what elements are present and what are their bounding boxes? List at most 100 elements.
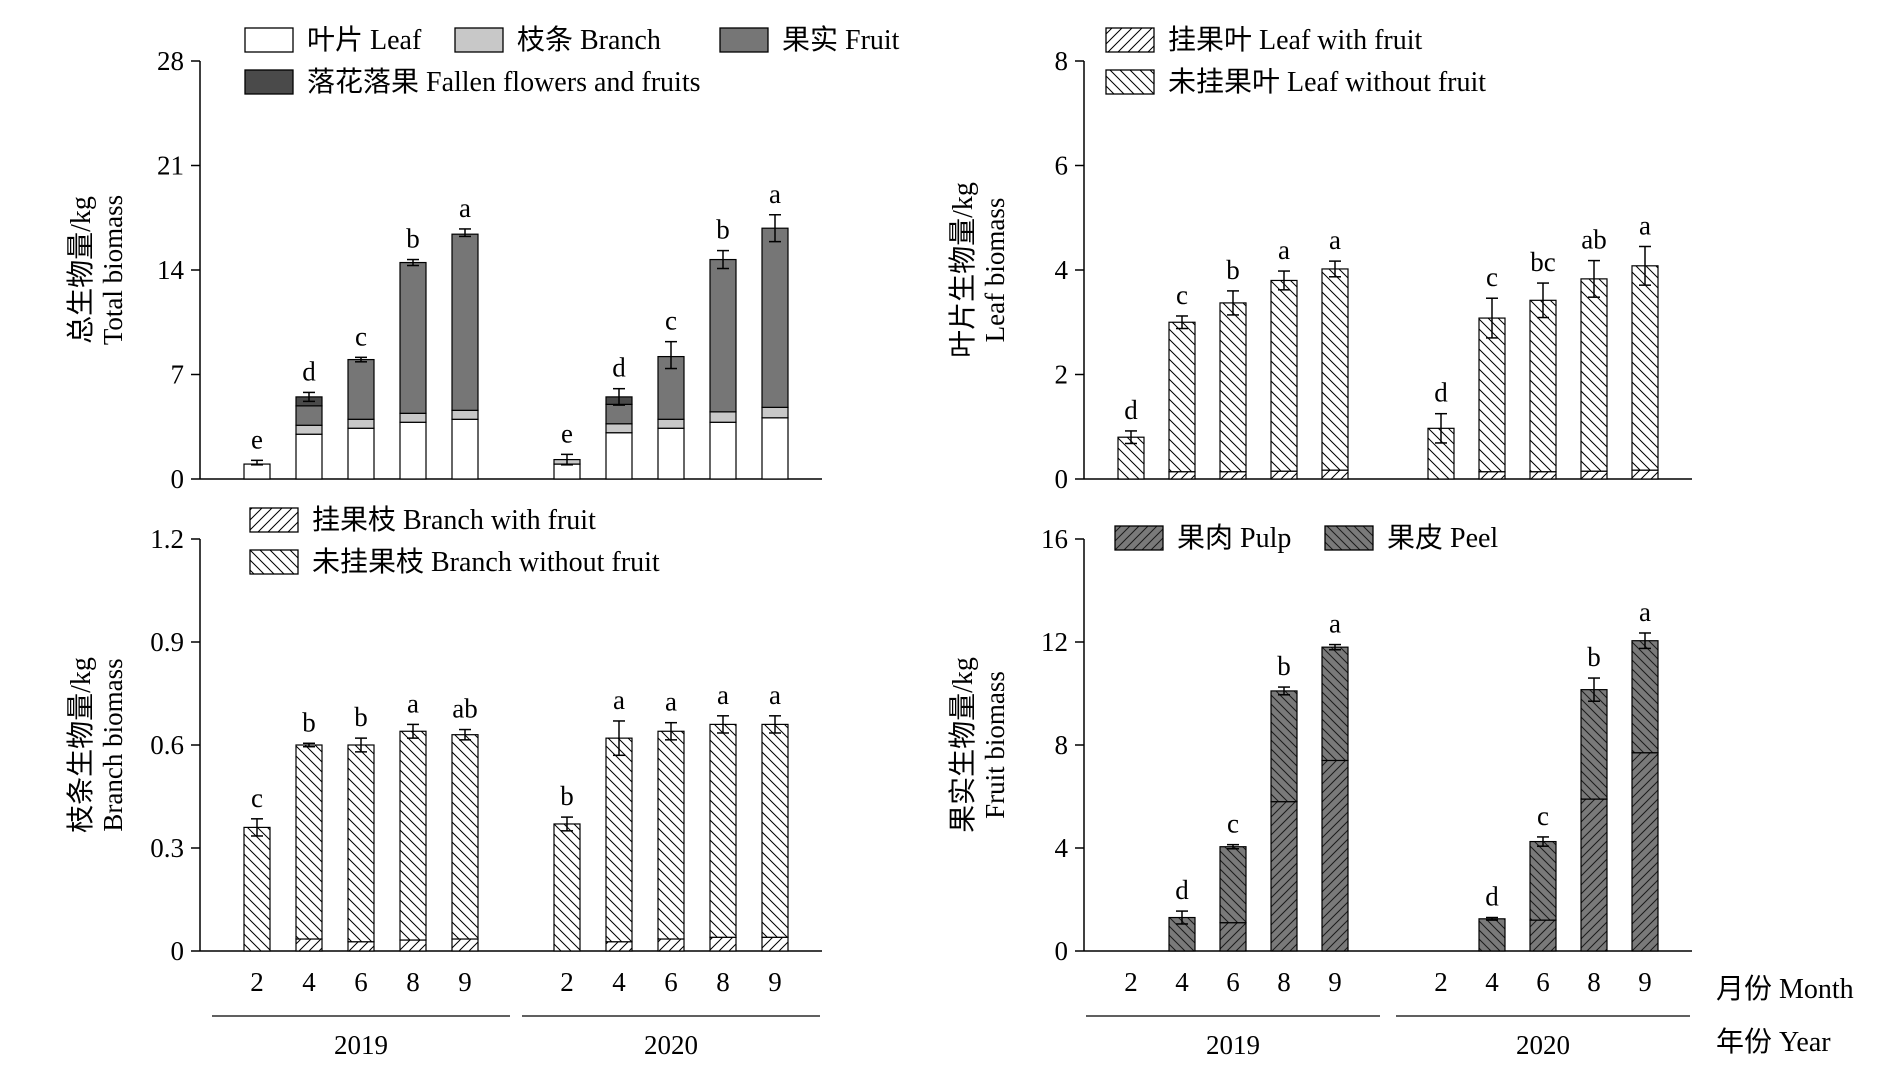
x-tick-label: 4 <box>1175 967 1189 997</box>
bar-segment <box>709 411 737 423</box>
significance-letter: a <box>717 680 729 710</box>
bar-segment <box>709 936 737 952</box>
bar-segment <box>657 730 685 940</box>
y-tick-label: 28 <box>157 46 184 76</box>
y-axis-label-en: Fruit biomass <box>980 671 1010 819</box>
year-label: 2020 <box>644 1030 698 1060</box>
bar-segment <box>657 427 685 480</box>
legend-swatch <box>1114 525 1164 551</box>
y-axis-label-en: Total biomass <box>98 195 128 345</box>
bar-segment <box>1631 640 1659 754</box>
x-tick-label: 2 <box>560 967 574 997</box>
legend-label: 挂果枝 Branch with fruit <box>312 504 596 536</box>
bar-segment <box>605 941 633 952</box>
y-axis-label-cn: 果实生物量/kg <box>947 657 979 833</box>
x-tick-label: 6 <box>354 967 368 997</box>
bar-segment <box>1270 801 1298 952</box>
significance-letter: c <box>1227 809 1239 839</box>
x-tick-label: 4 <box>302 967 316 997</box>
y-tick-label: 16 <box>1041 524 1068 554</box>
bar-segment <box>399 261 427 414</box>
bar-segment <box>1168 471 1196 480</box>
legend-swatch <box>1105 27 1155 53</box>
bar-segment <box>1270 470 1298 480</box>
bar-segment <box>1529 919 1557 952</box>
bar-segment <box>347 427 375 480</box>
significance-letter: a <box>1639 597 1651 627</box>
significance-letter: a <box>1329 609 1341 639</box>
x-tick-label: 6 <box>1226 967 1240 997</box>
significance-letter: a <box>665 687 677 717</box>
bar-segment <box>399 939 427 952</box>
significance-letter: b <box>302 707 316 737</box>
bar-segment <box>1478 471 1506 480</box>
bar-segment <box>1478 317 1506 473</box>
significance-letter: e <box>561 418 573 448</box>
bar-segment <box>1631 469 1659 480</box>
y-tick-label: 0 <box>1055 464 1069 494</box>
bar-segment <box>1219 471 1247 480</box>
bar-segment <box>1631 265 1659 471</box>
bar-segment <box>1478 918 1506 952</box>
bar-segment <box>243 463 271 480</box>
significance-letter: a <box>1639 210 1651 240</box>
bar-segment <box>1270 279 1298 472</box>
x-tick-label: 9 <box>1328 967 1342 997</box>
bar-segment <box>1219 922 1247 952</box>
significance-letter: bc <box>1530 247 1556 277</box>
year-label: 2019 <box>334 1030 388 1060</box>
legend-swatch <box>249 549 299 575</box>
bar-segment <box>605 432 633 480</box>
bar-segment <box>295 938 323 952</box>
bar-segment <box>761 936 789 952</box>
bar-segment <box>451 418 479 480</box>
x-tick-label: 4 <box>1485 967 1499 997</box>
panel-branch-biomass: 0 0.3 0.6 0.9 1.2 枝条生物量/kg Branch biomass 挂果枝 B… <box>65 504 822 1060</box>
significance-letter: e <box>251 424 263 454</box>
x-tick-label: 9 <box>1638 967 1652 997</box>
significance-letter: b <box>406 224 420 254</box>
x-tick-label: 2 <box>1124 967 1138 997</box>
bar-segment <box>451 734 479 940</box>
legend-label: 枝条 Branch <box>517 24 661 56</box>
bar-segment <box>295 424 323 435</box>
y-tick-label: 4 <box>1055 833 1069 863</box>
bar-segment <box>295 433 323 480</box>
y-tick-label: 0.9 <box>150 627 184 657</box>
significance-letter: a <box>407 688 419 718</box>
y-tick-label: 0 <box>171 936 185 966</box>
y-tick-label: 12 <box>1041 627 1068 657</box>
bar-segment <box>1580 689 1608 800</box>
bar-segment <box>709 723 737 938</box>
bar-segment <box>1219 846 1247 924</box>
y-tick-label: 0.6 <box>150 730 184 760</box>
y-tick-label: 6 <box>1055 151 1069 181</box>
bar-segment <box>1321 646 1349 762</box>
significance-letter: c <box>355 321 367 351</box>
y-tick-label: 4 <box>1055 255 1069 285</box>
y-tick-label: 14 <box>157 255 185 285</box>
panel-total-biomass: 0 7 14 21 28 总生物量/kg Total biomass 叶片 Leaf 枝条 Br… <box>65 24 900 494</box>
bar-segment <box>451 938 479 952</box>
y-tick-label: 0 <box>1055 936 1069 966</box>
significance-letter: a <box>613 685 625 715</box>
y-tick-label: 7 <box>171 360 185 390</box>
bar-segment <box>1580 470 1608 480</box>
bar-segment <box>553 823 581 952</box>
significance-letter: d <box>1434 378 1448 408</box>
x-axis-month-title: 月份 Month <box>1716 973 1854 1005</box>
bar-segment <box>347 941 375 952</box>
bar-segment <box>1529 471 1557 480</box>
bar-segment <box>761 227 789 408</box>
panel-leaf-biomass: 0 2 4 6 8 叶片生物量/kg Leaf biomass 挂果叶 Leaf with f… <box>947 24 1692 494</box>
legend-swatch <box>454 27 504 53</box>
bar-segment <box>1321 469 1349 480</box>
bar-segment <box>657 418 685 429</box>
year-label: 2020 <box>1516 1030 1570 1060</box>
panel-fruit-biomass: 0 4 8 12 16 果实生物量/kg Fruit biomass 果肉 Pulp 果皮 Pe… <box>947 522 1692 1060</box>
bar-segment <box>553 463 581 480</box>
bar-segment <box>1219 302 1247 473</box>
bar-segment <box>1529 840 1557 921</box>
bar-segment <box>1168 321 1196 473</box>
legend-label: 果皮 Peel <box>1387 522 1498 554</box>
